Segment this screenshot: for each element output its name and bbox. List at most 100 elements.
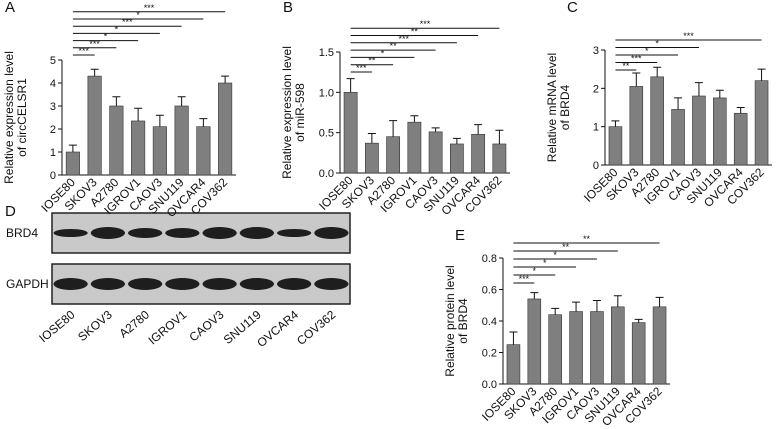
error-bar <box>68 144 77 152</box>
significance-label: *** <box>144 3 155 13</box>
significance-label: * <box>115 24 119 34</box>
error-bar <box>736 107 745 114</box>
blot-band <box>127 278 163 290</box>
blot-band <box>314 278 349 290</box>
y-tick-label: 0.5 <box>319 128 334 140</box>
panel-label: B <box>283 0 293 16</box>
error-bar <box>431 127 440 132</box>
bar <box>611 306 625 385</box>
bar <box>590 311 604 385</box>
significance-label: * <box>543 258 547 268</box>
bar <box>733 112 748 166</box>
bar <box>692 95 706 166</box>
significance-label: *** <box>683 31 694 41</box>
bar <box>569 311 583 385</box>
significance-label: *** <box>420 19 431 29</box>
significance-label: *** <box>122 17 133 27</box>
significance-label: *** <box>78 46 89 56</box>
error-bar <box>177 96 186 106</box>
chart-panel: A 0 1 2 3 4 5 Relative expression level of circC… <box>2 0 236 220</box>
y-tick-label: 0.2 <box>482 348 497 360</box>
error-bar <box>367 132 376 144</box>
panel-label: D <box>5 203 16 220</box>
error-bar <box>551 307 560 315</box>
blot-band <box>239 227 275 239</box>
lane-label: IGROV1 <box>146 307 190 347</box>
bar <box>131 120 146 176</box>
blot-band <box>202 227 237 239</box>
error-bar <box>509 331 518 345</box>
error-bar <box>611 120 620 127</box>
error-bar <box>655 296 664 307</box>
bar <box>629 86 644 166</box>
error-bar <box>530 292 539 299</box>
blot-band <box>90 227 126 239</box>
y-tick-label: 3 <box>50 101 56 113</box>
significance-label: ** <box>622 61 630 71</box>
bar <box>428 131 443 174</box>
bar <box>754 80 769 166</box>
y-axis-label: Relative expression level <box>280 46 294 179</box>
chart-panel: E 0.0 0.2 0.4 0.6 0.8 Relative protein level of… <box>443 227 670 429</box>
y-axis-label: of circCELSR1 <box>15 78 29 157</box>
error-bar <box>199 118 208 127</box>
y-tick-label: 0.8 <box>482 253 497 265</box>
y-axis-label: of BRD4 <box>456 298 470 344</box>
error-bar <box>155 114 164 127</box>
bar <box>652 306 667 385</box>
significance-label: ** <box>368 56 376 66</box>
y-axis-label: Relative mRNA level <box>545 53 559 162</box>
error-bar <box>632 72 641 87</box>
lane-label: CAOV3 <box>186 307 226 344</box>
chart-panel: B 0.0 0.5 1.0 1.5 Relative expression level of… <box>280 0 510 218</box>
bar <box>196 126 211 176</box>
error-bar <box>134 107 143 121</box>
blot-band <box>53 229 88 237</box>
y-tick-label: 1 <box>50 147 56 159</box>
significance-label: ** <box>390 41 398 51</box>
lane-label: OVCAR4 <box>254 307 301 350</box>
significance-label: ** <box>583 234 591 244</box>
significance-label: *** <box>89 39 100 49</box>
lane-label: SKOV3 <box>75 307 115 344</box>
blot-row-label: GAPDH <box>6 277 49 291</box>
error-bar <box>112 96 121 106</box>
significance-label: * <box>553 250 557 260</box>
bar <box>631 322 646 385</box>
blot-band <box>53 278 88 290</box>
bar <box>109 105 124 176</box>
blot-band <box>202 278 237 290</box>
significance-label: ** <box>411 27 419 37</box>
blot-band <box>165 228 200 238</box>
y-axis-label: of miR-598 <box>293 83 307 142</box>
error-bar <box>495 129 504 144</box>
significance-label: * <box>645 46 649 56</box>
blot-row-label: BRD4 <box>6 226 38 240</box>
significance-label: *** <box>631 54 642 64</box>
bar <box>87 75 102 176</box>
error-bar <box>634 318 643 323</box>
significance-label: * <box>136 10 140 20</box>
bar <box>506 344 521 385</box>
lane-label: COV362 <box>294 307 339 348</box>
significance-label: *** <box>519 274 530 284</box>
bar <box>527 298 542 385</box>
blot-band <box>239 278 275 290</box>
bar <box>713 97 727 166</box>
bar <box>650 76 664 166</box>
bar <box>671 109 685 166</box>
lane-label: IOSE80 <box>36 307 77 345</box>
error-bar <box>452 137 461 144</box>
y-tick-label: 1 <box>593 122 599 134</box>
error-bar <box>653 66 662 77</box>
bar <box>471 133 486 174</box>
bar <box>174 105 189 176</box>
bar <box>386 136 401 174</box>
error-bar <box>694 82 703 96</box>
y-tick-label: 1.5 <box>319 47 334 59</box>
panel-label: A <box>5 0 15 16</box>
y-tick-label: 2 <box>50 124 56 136</box>
y-tick-label: 0.0 <box>319 168 334 180</box>
